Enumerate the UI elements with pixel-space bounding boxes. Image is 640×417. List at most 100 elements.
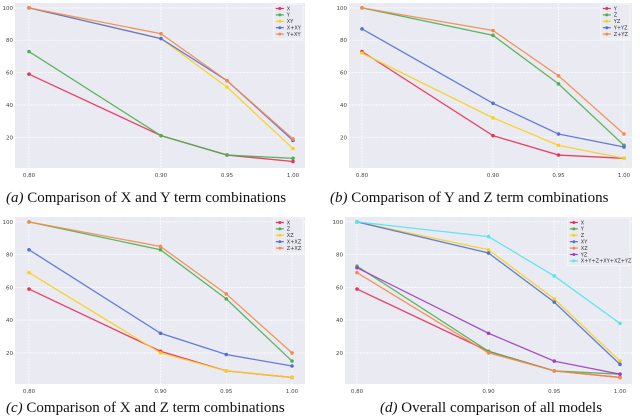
series-line [28,272,293,379]
series-line [356,267,621,375]
data-point [556,153,561,157]
data-point [224,369,229,373]
data-point [556,143,561,148]
legend-marker [605,19,609,23]
legend-label: XZ [581,246,588,252]
y-tick-label: 100 [3,220,14,226]
caption-a: (a) Comparison of X and Y term combinati… [6,190,286,207]
legend-label: X+XZ [287,240,302,246]
series-line [356,272,621,379]
data-point [290,375,294,380]
x-tick-label: 0.80 [351,389,364,395]
legend-label: Z [287,227,291,233]
data-point [290,351,294,355]
x-tick-label: 0.90 [482,389,495,395]
caption-text: Comparison of X and Y term combinations [27,190,287,206]
y-tick-label: 40 [336,318,343,324]
legend-label: X [287,220,291,226]
caption-text: Comparison of Y and Z term combinations [351,190,609,206]
plot-area [15,3,305,168]
y-tick-label: 100 [3,6,14,12]
caption-c: (c) Comparison of X and Z term combinati… [6,400,285,417]
legend-marker [278,7,282,10]
data-point [355,287,359,291]
series-YZ [360,51,626,161]
y-tick-label: 60 [6,285,13,291]
data-point [552,369,557,373]
series-X+Y+Z+XY+XZ+YZ [355,220,622,326]
data-point [355,220,359,224]
data-point [27,72,31,76]
legend-box [273,3,304,40]
y-tick-label: 20 [340,135,347,141]
data-point [486,351,491,355]
x-tick-label: 0.90 [155,173,168,179]
x-tick-label: 0.95 [221,173,234,179]
data-point [159,31,163,36]
legend-label: XY [287,19,294,25]
data-point [618,359,622,363]
data-point [224,297,229,301]
data-point [158,331,163,336]
y-tick-label: 60 [6,71,13,77]
data-point [27,6,31,10]
y-tick-label: 80 [6,253,13,259]
series-line [356,265,621,375]
data-point [158,247,163,252]
data-point [225,78,229,83]
legend-marker [572,227,576,231]
legend-label: X [581,220,585,226]
data-point [552,300,557,304]
x-tick-label: 0.95 [552,173,565,179]
data-point [360,6,364,10]
data-point [27,247,31,252]
legend-marker [278,13,282,17]
x-tick-label: 0.80 [356,173,369,179]
data-point [291,156,295,161]
series-Y+YZ [360,27,626,149]
caption-label: (d) [380,400,398,416]
legend-marker [278,26,282,30]
legend-marker [572,221,576,224]
series-line [28,7,294,140]
legend-marker [572,246,576,250]
y-tick-label: 20 [6,351,13,357]
legend-label: Z+YZ [614,32,629,38]
data-point [552,274,557,278]
y-tick-label: 20 [336,351,343,357]
series-Z+YZ [360,6,626,136]
legend-marker [278,32,282,36]
series-YZ [355,265,622,376]
data-point [355,270,359,275]
data-point [27,49,31,54]
x-tick-label: 1.00 [286,389,299,395]
data-point [158,351,163,355]
data-point [291,137,295,141]
data-point [622,145,626,149]
series-line [28,221,293,362]
data-point [618,375,622,380]
data-point [224,292,229,296]
legend-box [567,217,631,267]
y-tick-label: 40 [340,103,347,109]
plot-area [15,217,305,384]
y-tick-label: 100 [333,220,344,226]
data-point [159,133,163,138]
data-point [225,85,229,89]
data-point [486,331,491,336]
series-line [356,221,621,324]
legend-label: Y [613,6,618,12]
y-tick-label: 80 [340,38,347,44]
legend-label: Z [614,13,618,19]
legend-marker [572,240,576,244]
legend-label: Z+XZ [287,246,302,252]
series-line [361,7,625,135]
x-tick-label: 0.95 [220,389,233,395]
legend-marker [278,246,282,250]
series-XZ [355,270,622,380]
legend-marker [278,240,282,244]
data-point [290,364,294,368]
caption-label: (c) [6,400,23,416]
